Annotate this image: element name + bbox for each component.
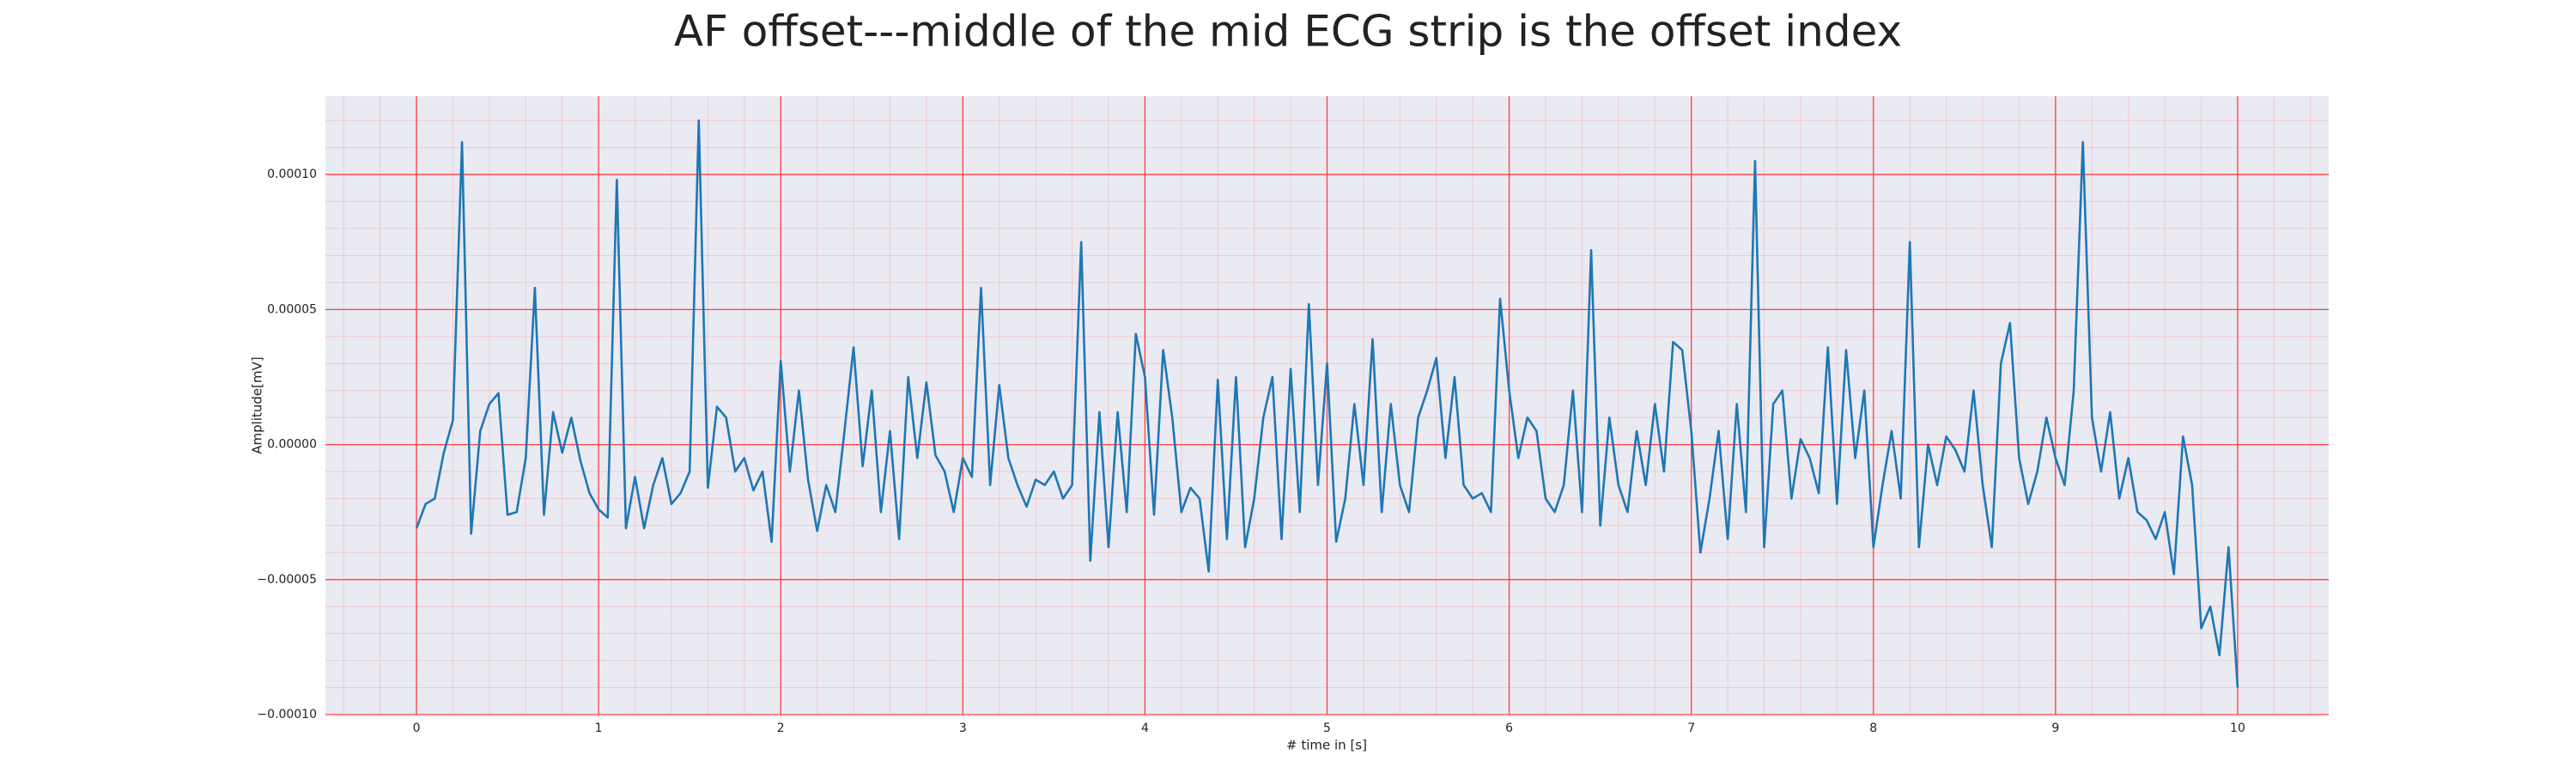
x-tick-label: 8 (1869, 721, 1877, 735)
x-tick-label: 4 (1141, 721, 1149, 735)
y-tick-label: 0.00000 (267, 438, 317, 452)
y-tick-label: −0.00010 (257, 708, 317, 721)
grid (325, 96, 2329, 715)
y-tick-label: 0.00005 (267, 302, 317, 316)
x-tick-label: 3 (959, 721, 967, 735)
x-tick-label: 10 (2230, 721, 2245, 735)
x-tick-label: 1 (595, 721, 603, 735)
x-tick-label: 2 (777, 721, 785, 735)
chart-title: AF offset---middle of the mid ECG strip … (674, 7, 1902, 57)
y-tick-label: 0.00010 (267, 167, 317, 181)
y-axis-label: Amplitude[mV] (250, 356, 265, 453)
x-tick-label: 6 (1505, 721, 1513, 735)
x-tick-label: 5 (1323, 721, 1331, 735)
x-tick-label: 9 (2051, 721, 2059, 735)
x-tick-label: 0 (413, 721, 421, 735)
x-axis-label: # time in [s] (1286, 738, 1367, 753)
ecg-line (415, 119, 2239, 688)
y-tick-label: −0.00005 (257, 573, 317, 587)
x-tick-label: 7 (1687, 721, 1695, 735)
